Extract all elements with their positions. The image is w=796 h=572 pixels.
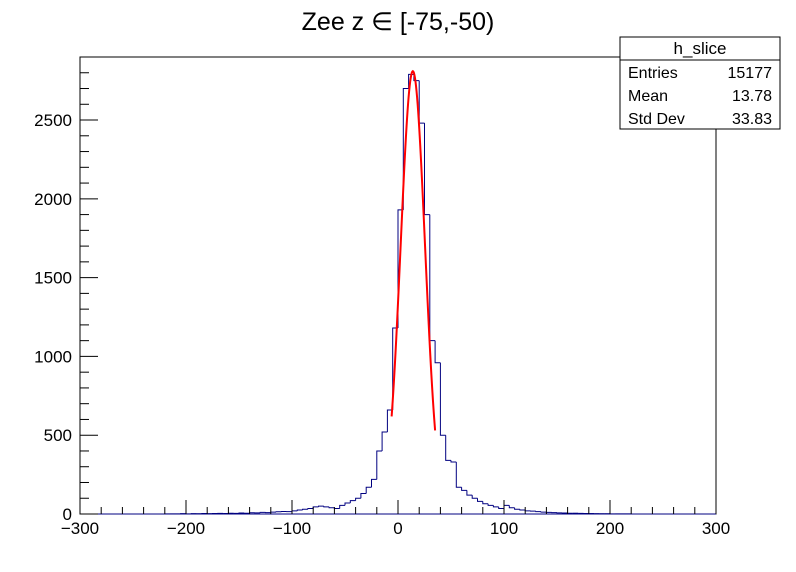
x-tick-label: 100 [490, 519, 518, 538]
histogram-bin [333, 507, 340, 509]
histogram-bin [323, 506, 330, 508]
histogram-bin [302, 508, 308, 511]
y-tick-label: 1500 [34, 269, 72, 288]
histogram-bin [360, 493, 367, 499]
x-tick-label: −100 [273, 519, 311, 538]
y-tick-label: 2500 [34, 111, 72, 130]
histogram-bin [466, 490, 473, 496]
x-tick-label: −300 [61, 519, 99, 538]
histogram-bin [508, 505, 515, 509]
histogram-bin [514, 507, 520, 510]
y-tick-label: 0 [63, 505, 72, 524]
y-tick-label: 1000 [34, 347, 72, 366]
histogram-bin [318, 505, 324, 507]
x-tick-label: 200 [596, 519, 624, 538]
histogram-bin [455, 461, 462, 488]
histogram-bin [418, 80, 425, 124]
stats-mean-label: Mean [628, 88, 668, 105]
histogram-bin [498, 506, 504, 509]
stats-mean-value: 13.78 [732, 88, 772, 105]
histogram-bin [461, 487, 467, 491]
histogram-bin [471, 495, 478, 499]
x-axis: −300 −200 −100 0 100 200 300 [61, 500, 730, 538]
histogram-bin [487, 503, 494, 506]
y-axis: 0 500 1000 1500 2000 2500 [34, 56, 98, 524]
histogram-bin [339, 504, 345, 509]
histogram-bin [482, 501, 489, 505]
histogram-bin [492, 505, 499, 508]
histogram-bin [429, 214, 436, 342]
histogram-bin [386, 409, 393, 433]
histogram-bin [439, 362, 446, 436]
histogram-bin [424, 123, 430, 216]
stats-box: h_slice Entries 15177 Mean 13.78 Std Dev… [619, 36, 781, 130]
stats-entries-label: Entries [628, 65, 678, 82]
stats-stddev-label: Std Dev [628, 111, 685, 128]
x-tick-label: 0 [393, 519, 402, 538]
fit-layer [390, 69, 437, 431]
histogram-bin [291, 510, 298, 512]
histogram-bin [519, 509, 526, 511]
histogram-bin [296, 509, 303, 511]
histogram-bin [524, 510, 531, 512]
histogram-bin [381, 431, 388, 451]
gaussian-fit-curve [390, 69, 437, 431]
stats-stddev-value: 33.83 [732, 111, 772, 128]
histogram-bin [344, 502, 351, 506]
histogram-bin [371, 478, 377, 488]
histogram-bin [450, 460, 457, 463]
stats-box-title: h_slice [674, 39, 727, 58]
histogram-bin [355, 497, 361, 501]
stats-box-frame [619, 36, 781, 130]
x-tick-label: 300 [702, 519, 730, 538]
histogram-bin [312, 506, 319, 509]
histogram-bin [328, 506, 335, 509]
chart-title: Zee z ∈ [-75,-50) [302, 8, 495, 36]
histogram-bin [376, 450, 383, 480]
y-tick-label: 2000 [34, 190, 72, 209]
stats-entries-value: 15177 [728, 65, 773, 82]
histogram-bin [365, 486, 372, 494]
histogram-bin [434, 340, 441, 364]
histogram-bin [477, 498, 483, 502]
histogram-bin [307, 507, 314, 510]
histogram-bin [503, 504, 510, 509]
y-tick-label: 500 [44, 426, 72, 445]
histogram-bin [349, 500, 356, 503]
x-tick-label: −200 [167, 519, 205, 538]
histogram-bin [445, 435, 451, 461]
